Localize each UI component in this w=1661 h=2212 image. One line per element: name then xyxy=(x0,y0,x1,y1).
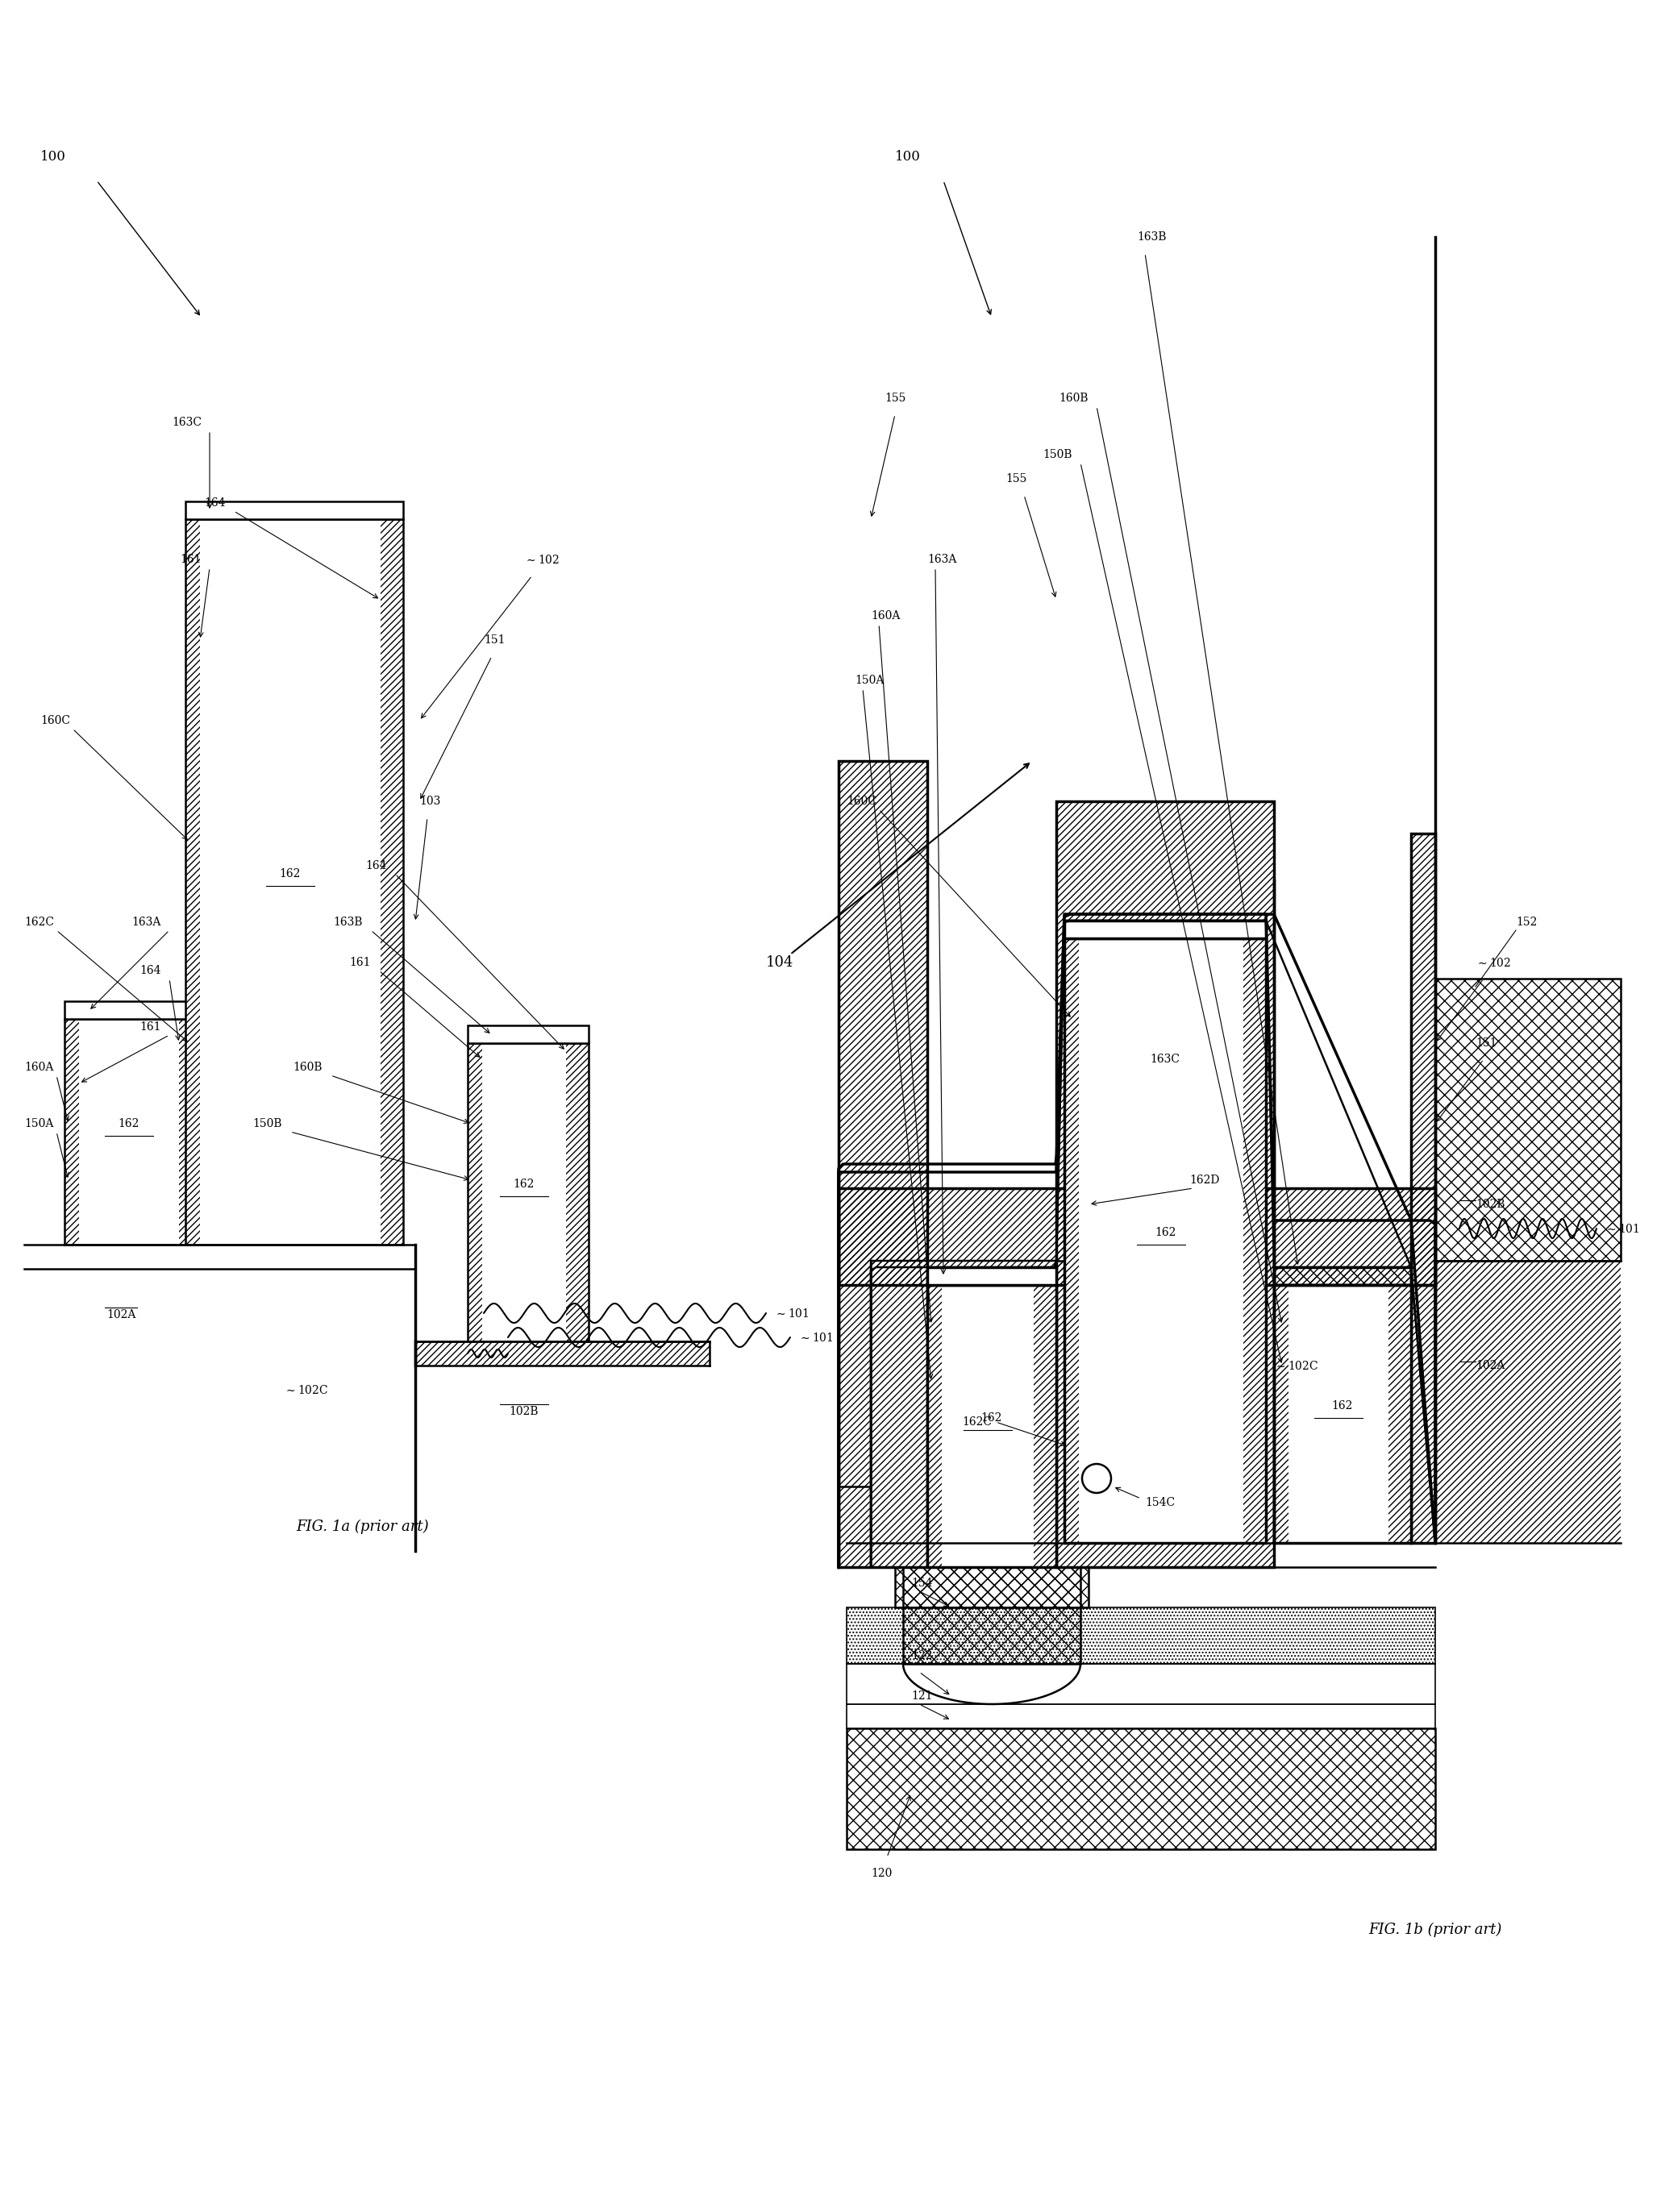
Bar xyxy=(839,1188,1435,1285)
Bar xyxy=(1065,920,1266,938)
Text: 162: 162 xyxy=(513,1179,535,1190)
Bar xyxy=(186,520,199,1245)
Bar xyxy=(927,1267,1056,1285)
Bar xyxy=(847,1608,1435,1663)
Bar xyxy=(468,1044,482,1340)
Bar xyxy=(895,1566,1088,1608)
Text: 102B: 102B xyxy=(510,1407,538,1418)
Bar xyxy=(1435,1261,1621,1544)
Text: FIG. 1b (prior art): FIG. 1b (prior art) xyxy=(1369,1922,1502,1938)
Bar xyxy=(1274,1285,1289,1544)
Bar xyxy=(1065,938,1080,1544)
Bar xyxy=(1435,978,1621,1261)
Bar xyxy=(1033,1285,1056,1566)
Bar xyxy=(1056,801,1274,1566)
Text: 122: 122 xyxy=(912,1650,932,1661)
Bar xyxy=(65,1020,80,1245)
Text: 162: 162 xyxy=(118,1117,140,1130)
Text: 161: 161 xyxy=(140,1022,161,1033)
Bar xyxy=(847,1728,1435,1849)
Bar xyxy=(65,1020,201,1245)
Bar xyxy=(847,1663,1435,1703)
Bar xyxy=(1065,938,1266,1544)
Text: 162: 162 xyxy=(1154,1228,1176,1239)
Text: 164: 164 xyxy=(365,860,387,872)
Text: 162D: 162D xyxy=(1189,1175,1219,1186)
Text: 150A: 150A xyxy=(25,1117,53,1130)
Text: 163B: 163B xyxy=(1136,232,1166,243)
Text: 102A: 102A xyxy=(106,1310,136,1321)
Text: 161: 161 xyxy=(179,553,201,564)
Text: 121: 121 xyxy=(912,1690,932,1701)
Bar xyxy=(847,1703,1435,1728)
Text: $\sim$102C: $\sim$102C xyxy=(284,1385,329,1396)
Bar xyxy=(839,761,927,1566)
Bar xyxy=(468,1044,588,1340)
Text: 161: 161 xyxy=(349,958,370,969)
Text: 150B: 150B xyxy=(252,1117,282,1130)
Bar xyxy=(927,1285,942,1566)
Bar xyxy=(1274,1285,1412,1544)
Text: 150A: 150A xyxy=(855,675,884,686)
Text: $\sim$102: $\sim$102 xyxy=(525,553,560,566)
Text: 155: 155 xyxy=(884,392,905,405)
Text: 102A: 102A xyxy=(1475,1360,1505,1371)
Text: 162: 162 xyxy=(1332,1400,1354,1411)
Text: 163A: 163A xyxy=(927,553,957,564)
Text: 160A: 160A xyxy=(25,1062,53,1073)
Text: 160B: 160B xyxy=(1060,392,1088,405)
Text: $\sim$102C: $\sim$102C xyxy=(1274,1360,1319,1371)
Text: 100: 100 xyxy=(40,150,66,164)
Text: 162: 162 xyxy=(279,867,301,880)
Bar xyxy=(904,1566,1080,1663)
Text: 163A: 163A xyxy=(131,916,161,927)
Text: 154C: 154C xyxy=(1144,1498,1174,1509)
Text: $\sim$102: $\sim$102 xyxy=(1475,956,1512,969)
Bar xyxy=(186,502,404,520)
Text: 160B: 160B xyxy=(292,1062,322,1073)
Bar xyxy=(1389,1285,1412,1544)
Text: 102B: 102B xyxy=(1475,1199,1505,1210)
Bar xyxy=(380,520,404,1245)
Text: 163B: 163B xyxy=(334,916,362,927)
Bar xyxy=(65,1002,201,1020)
Text: 162C: 162C xyxy=(962,1416,992,1427)
Bar xyxy=(186,520,404,1245)
Text: 163C: 163C xyxy=(171,416,201,429)
Text: 164: 164 xyxy=(204,498,226,509)
Text: 154: 154 xyxy=(912,1577,932,1588)
Text: FIG. 1a (prior art): FIG. 1a (prior art) xyxy=(296,1520,429,1535)
Text: $\sim$101: $\sim$101 xyxy=(774,1307,809,1318)
Text: 150B: 150B xyxy=(1043,449,1073,460)
Text: 160C: 160C xyxy=(847,796,877,807)
Text: 162C: 162C xyxy=(25,916,55,927)
Text: 104: 104 xyxy=(766,956,794,969)
Bar xyxy=(1244,938,1266,1544)
Bar xyxy=(415,1340,709,1365)
Text: 164: 164 xyxy=(140,964,161,975)
Text: 152: 152 xyxy=(1516,916,1536,927)
Text: 163C: 163C xyxy=(1149,1053,1179,1064)
Text: $\sim$101: $\sim$101 xyxy=(799,1332,834,1343)
Text: 160C: 160C xyxy=(40,714,70,726)
Text: $\sim$101: $\sim$101 xyxy=(1605,1223,1639,1234)
Text: 120: 120 xyxy=(870,1867,892,1878)
Bar xyxy=(1412,834,1435,1544)
Text: 160A: 160A xyxy=(870,611,900,622)
Text: 103: 103 xyxy=(419,796,440,807)
Text: 155: 155 xyxy=(1005,473,1026,484)
Text: 151: 151 xyxy=(483,635,505,646)
Text: 100: 100 xyxy=(895,150,920,164)
Bar xyxy=(468,1026,588,1044)
Text: 151: 151 xyxy=(1475,1037,1497,1048)
Bar xyxy=(927,1285,1056,1566)
Bar xyxy=(566,1044,588,1340)
Bar xyxy=(179,1020,201,1245)
Text: 162: 162 xyxy=(982,1411,1002,1425)
Bar xyxy=(1274,1267,1412,1285)
